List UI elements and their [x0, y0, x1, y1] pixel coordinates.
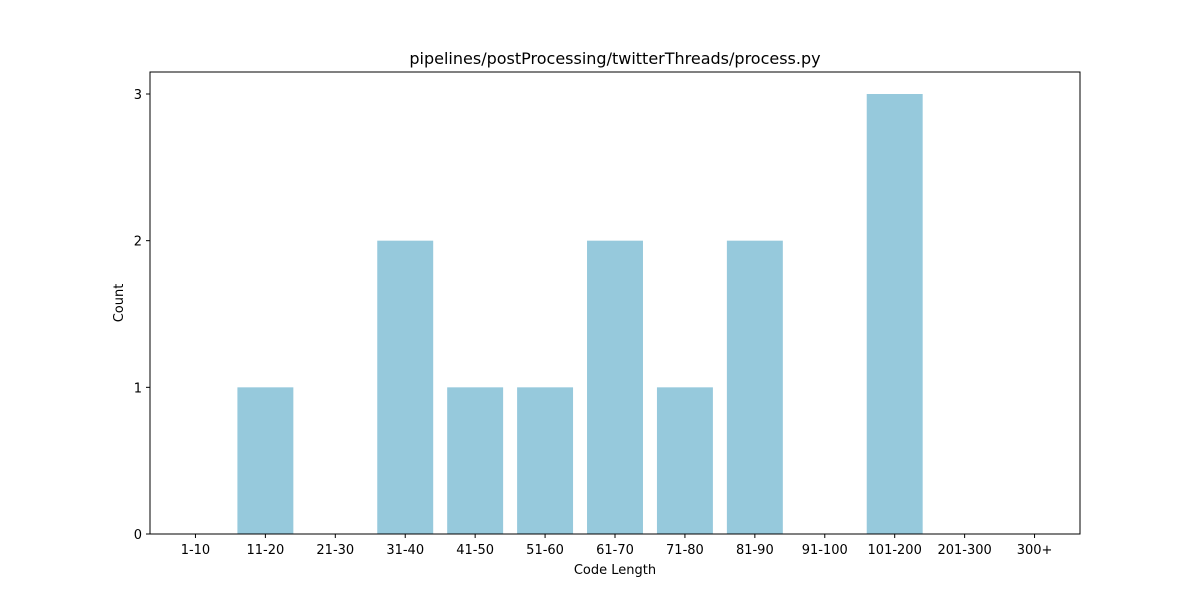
x-axis-label: Code Length — [574, 563, 656, 578]
bar-71-80 — [656, 387, 713, 534]
x-tick-label: 21-30 — [316, 543, 354, 558]
y-tick-label: 2 — [134, 235, 142, 250]
x-tick-label: 71-80 — [666, 543, 704, 558]
y-axis-ticks: 0 1 2 3 — [134, 88, 150, 543]
x-axis-ticks: 1-10 11-20 21-30 31-40 41-50 51-60 61-70 71-80 8… — [181, 534, 1053, 558]
chart-title: pipelines/postProcessing/twitterThreads/… — [409, 49, 820, 68]
x-tick-label: 51-60 — [526, 543, 564, 558]
x-tick-label: 61-70 — [596, 543, 634, 558]
bar-11-20 — [237, 387, 294, 534]
bar-31-40 — [377, 240, 434, 534]
x-tick-label: 201-300 — [937, 543, 991, 558]
x-tick-label: 11-20 — [246, 543, 284, 558]
x-tick-label: 300+ — [1017, 543, 1053, 558]
x-tick-label: 41-50 — [456, 543, 494, 558]
x-tick-label: 1-10 — [181, 543, 211, 558]
bar-101-200 — [866, 94, 923, 534]
bars-group — [237, 94, 923, 534]
y-tick-label: 1 — [134, 381, 142, 396]
y-tick-label: 0 — [134, 528, 142, 543]
bar-61-70 — [587, 240, 643, 534]
bar-41-50 — [447, 387, 504, 534]
x-tick-label: 31-40 — [386, 543, 424, 558]
x-tick-label: 101-200 — [868, 543, 922, 558]
x-tick-label: 81-90 — [736, 543, 774, 558]
y-axis-label: Count — [112, 284, 127, 323]
bar-81-90 — [726, 240, 783, 534]
bar-51-60 — [517, 387, 574, 534]
x-tick-label: 91-100 — [802, 543, 848, 558]
y-tick-label: 3 — [134, 88, 142, 103]
